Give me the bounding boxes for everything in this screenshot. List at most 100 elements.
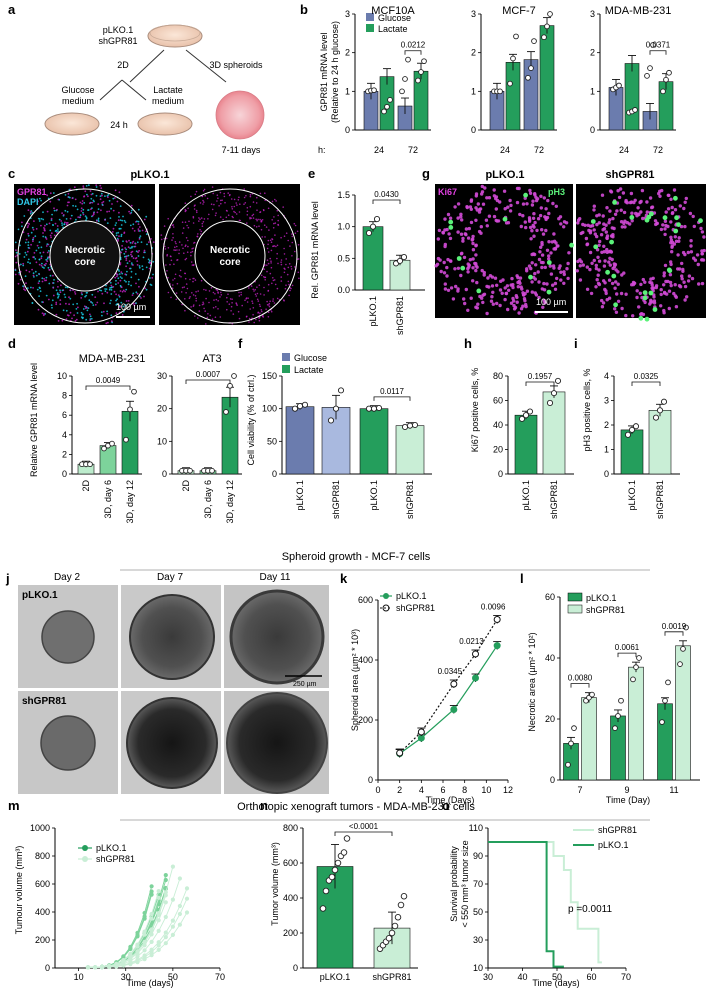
m-sh-curve-7-pt-8 (142, 940, 147, 946)
c-cell-gpr81-379 (198, 217, 200, 219)
c-cell-gpr81-420 (257, 312, 259, 314)
c-cell-merged-631 (57, 295, 60, 298)
c-cell-gpr81-305 (289, 245, 291, 247)
c-cell-merged-617 (97, 220, 100, 223)
c-cell-gpr81-157 (277, 219, 280, 222)
g-cell-r-211 (622, 210, 627, 215)
n-y-ticklabel-0: 0 (293, 963, 298, 973)
c-cell-merged-605 (67, 196, 70, 198)
g-cell-l-277 (474, 218, 478, 222)
h-y-ticklabel-3: 60 (493, 396, 503, 406)
g-cell-l-316 (468, 258, 472, 262)
panel-letter-o: o (442, 798, 450, 813)
a-time-3d: 7-11 days (222, 145, 261, 155)
c-cell-merged-224 (42, 235, 45, 238)
g-cell-l-266 (555, 276, 559, 281)
c-cell-gpr81-206 (273, 222, 275, 225)
c-cell-merged-492 (23, 256, 26, 258)
g-cell-l-192 (466, 266, 470, 271)
l-cat-2: 11 (669, 785, 678, 795)
g-cell-r-201 (605, 236, 609, 240)
c-cell-gpr81-268 (251, 214, 254, 217)
c-cell-gpr81-192 (267, 283, 270, 286)
g-cell-r-310 (619, 208, 623, 212)
c-cell-gpr81-489 (203, 288, 205, 291)
c-cell-merged-558 (109, 281, 112, 284)
g-cell-r-93 (594, 266, 599, 271)
c-cell-gpr81-419 (260, 309, 263, 311)
g-cell-r-289 (652, 301, 657, 305)
f-pt-1-2 (337, 387, 345, 394)
c-cell-gpr81-171 (269, 239, 272, 242)
g-cell-r-333 (654, 284, 659, 288)
d-0-y-ticklabel-3: 6 (62, 410, 67, 420)
c-cell-gpr81-260 (224, 201, 226, 204)
e-y-ticklabel-2: 1.0 (337, 222, 350, 232)
c-cell-gpr81-210 (216, 289, 219, 292)
c-cell-merged-46 (147, 258, 150, 261)
g-cell-r-315 (668, 273, 673, 277)
c-cell-merged-400 (41, 277, 44, 280)
b-1-pt-0-1-0 (525, 74, 531, 81)
b-legend-glucose: Glucose (378, 13, 411, 23)
c-cell-merged-613 (122, 305, 125, 308)
c-cell-merged-653 (46, 243, 49, 246)
j-spheroid-sh-d11 (226, 692, 328, 794)
g-cell-r-72 (592, 258, 596, 263)
c-cell-merged-427 (49, 274, 52, 277)
c-cell-merged-633 (120, 251, 123, 254)
c-cell-merged-625 (48, 298, 50, 301)
c-cell-gpr81-209 (266, 247, 269, 250)
c-cell-merged-457 (110, 289, 113, 291)
c-cell-gpr81-169 (233, 210, 235, 213)
i-y-ticklabel-1: 1 (604, 445, 609, 455)
c-cell-gpr81-331 (184, 272, 186, 275)
c-cell-gpr81-496 (276, 297, 279, 300)
c-cell-merged-504 (127, 254, 130, 257)
c-cell-gpr81-41 (268, 304, 270, 306)
c-cell-merged-656 (131, 245, 134, 248)
c-cell-gpr81-387 (269, 272, 272, 275)
c-cell-gpr81-324 (251, 317, 253, 320)
c-cell-gpr81-398 (204, 194, 206, 197)
c-cell-merged-256 (59, 289, 61, 292)
c-cell-merged-146 (127, 283, 130, 286)
g-ph3-l-4 (528, 274, 533, 280)
g-cell-l-162 (466, 236, 471, 240)
c-cell-merged-627 (37, 308, 40, 311)
c-cell-gpr81-461 (264, 279, 267, 281)
g-cell-r-234 (620, 225, 624, 229)
f-pt-0-1 (296, 403, 304, 410)
c-cell-gpr81-393 (273, 279, 276, 281)
g-cell-l-278 (531, 216, 536, 220)
c-cell-merged-191 (53, 207, 55, 210)
c-cell-merged-297 (82, 211, 84, 214)
c-cell-gpr81-229 (261, 219, 264, 221)
a-arrow-2d (129, 49, 165, 83)
n-ann-pvalue: <0.0001 (349, 822, 379, 831)
n-pt-0-1 (322, 887, 330, 895)
g-cell-r-244 (601, 228, 605, 232)
g-cell-r-280 (639, 282, 643, 287)
l-bar-1-2 (675, 645, 691, 781)
c-cell-merged-296 (121, 245, 123, 247)
c-cell-gpr81-343 (283, 271, 286, 274)
k-y-ticklabel-3: 600 (358, 595, 373, 605)
c-cell-merged-321 (118, 227, 121, 230)
c-cell-gpr81-476 (272, 279, 275, 282)
c-cell-gpr81-182 (285, 258, 288, 260)
c-cell-gpr81-428 (212, 192, 214, 195)
g-cell-r-178 (670, 250, 674, 254)
c-cell-merged-553 (130, 251, 133, 254)
b-ylabel: GPR81 mRNA level (319, 32, 329, 111)
c-cell-merged-413 (124, 290, 126, 293)
g-cell-r-204 (662, 290, 667, 295)
g-cell-l-320 (435, 262, 440, 266)
c-cell-gpr81-4 (263, 294, 265, 296)
c-cell-gpr81-158 (249, 308, 251, 310)
c-cell-merged-683 (46, 251, 49, 254)
g-cell-l-274 (471, 241, 475, 246)
o-y-ticklabel-1: 30 (473, 935, 483, 945)
c-cell-gpr81-27 (174, 246, 176, 248)
l-pt-0-2-2 (665, 679, 671, 686)
